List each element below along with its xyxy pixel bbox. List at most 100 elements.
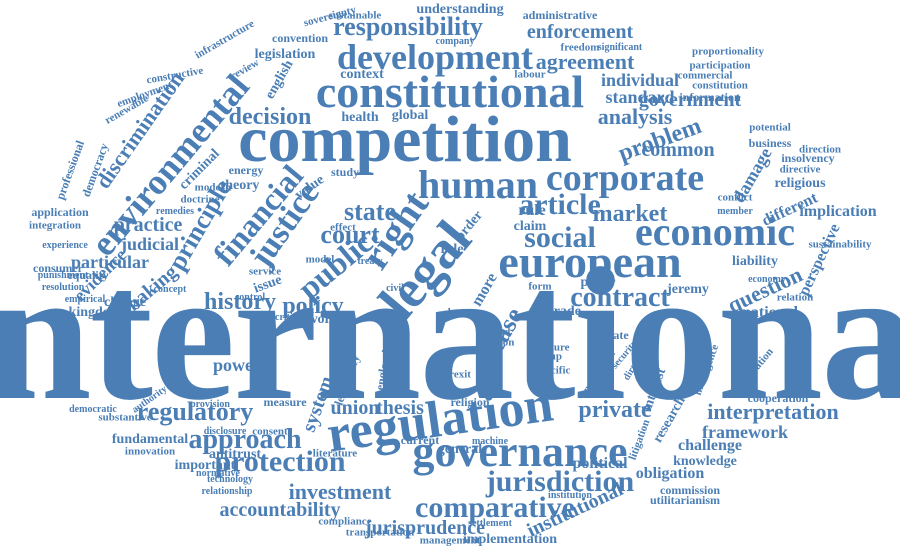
- cloud-word: measure: [263, 395, 307, 409]
- cloud-word: utilitarianism: [649, 493, 721, 507]
- cloud-word: implication: [799, 203, 877, 220]
- cloud-word: religion: [450, 395, 490, 409]
- cloud-word: good: [489, 327, 511, 338]
- cloud-word: approach: [188, 424, 302, 455]
- cloud-word: market: [592, 201, 668, 227]
- cloud-word: administrative: [522, 8, 598, 22]
- cloud-word: individual: [600, 70, 680, 90]
- cloud-word: judicial: [120, 234, 180, 254]
- cloud-word: sustainable: [328, 9, 382, 22]
- cloud-word: private: [578, 397, 652, 423]
- cloud-word: social: [524, 221, 596, 254]
- cloud-word: consent: [252, 425, 288, 438]
- cloud-word: equality: [67, 268, 109, 282]
- cloud-word: institution: [548, 490, 592, 501]
- cloud-word: conflict: [717, 191, 753, 204]
- cloud-word: union: [330, 397, 380, 419]
- cloud-word: legislation: [254, 47, 316, 62]
- cloud-word: information: [679, 90, 741, 104]
- cloud-word: human: [417, 162, 539, 207]
- cloud-word: labour: [514, 68, 546, 81]
- cloud-word: obligation: [635, 465, 705, 482]
- cloud-word: normative: [196, 468, 240, 479]
- cloud-word: effect: [330, 221, 356, 234]
- cloud-word: english: [262, 57, 297, 102]
- cloud-word: application: [31, 205, 89, 219]
- cloud-word: history: [204, 289, 276, 315]
- cloud-word: knowledge: [673, 454, 737, 469]
- cloud-word: review: [228, 56, 262, 83]
- cloud-word: convention: [271, 31, 329, 45]
- cloud-word: critical: [275, 312, 305, 323]
- cloud-word: standard: [605, 87, 675, 107]
- cloud-word: power: [213, 355, 261, 375]
- cloud-word: modern: [194, 181, 232, 194]
- cloud-word: common: [641, 139, 715, 161]
- cloud-word: direction: [799, 143, 841, 156]
- cloud-word: democratic: [69, 404, 117, 415]
- cloud-word: role: [440, 242, 464, 257]
- cloud-word: health: [341, 110, 379, 125]
- cloud-word: compliance: [318, 515, 372, 528]
- cloud-word: change: [104, 295, 146, 310]
- cloud-word: government: [638, 89, 742, 111]
- cloud-word: development: [337, 37, 533, 77]
- cloud-word: commercial: [677, 69, 733, 82]
- cloud-word: jeremy: [667, 282, 709, 297]
- cloud-word: rule: [518, 202, 546, 219]
- cloud-word: religious: [774, 176, 826, 191]
- cloud-word: corporate: [545, 157, 705, 199]
- cloud-word: thesis: [376, 397, 424, 419]
- cloud-word: economy: [748, 274, 786, 285]
- cloud-word: trade: [549, 304, 581, 319]
- cloud-word: treaty: [357, 256, 383, 267]
- cloud-word: model: [305, 253, 335, 266]
- cloud-word: competition: [238, 103, 572, 176]
- cloud-word: experience: [42, 240, 88, 251]
- cloud-word: infrastructure: [192, 17, 257, 62]
- cloud-word: regulatory: [136, 397, 254, 426]
- cloud-word: work: [307, 312, 339, 327]
- cloud-word: study: [330, 165, 360, 179]
- cloud-word: current: [400, 433, 440, 447]
- cloud-word: data: [444, 306, 466, 319]
- cloud-word: cooperation: [747, 391, 809, 405]
- cloud-word: paper: [580, 275, 616, 290]
- cloud-word: brexit: [443, 368, 471, 381]
- cloud-word: service: [248, 265, 282, 278]
- cloud-word: sustainability: [808, 238, 872, 251]
- cloud-word: international: [0, 230, 900, 440]
- cloud-word: decision: [228, 104, 312, 130]
- cloud-word: relationship: [201, 486, 253, 497]
- cloud-word: analysis: [597, 104, 673, 129]
- cloud-word: context: [340, 67, 384, 82]
- cloud-word: punishment: [37, 270, 89, 281]
- cloud-word: significant: [597, 42, 643, 53]
- cloud-word: participation: [689, 59, 751, 72]
- cloud-word: concept: [153, 284, 187, 295]
- cloud-word: jurisdiction: [485, 465, 635, 498]
- cloud-word: liability: [732, 254, 778, 269]
- cloud-word: accountability: [219, 499, 341, 521]
- cloud-word: form: [528, 280, 552, 293]
- cloud-word: antitrust: [208, 447, 262, 462]
- cloud-word: jurisprudence: [365, 517, 485, 539]
- cloud-word: policy: [282, 293, 344, 319]
- cloud-word: climate: [591, 328, 629, 342]
- cloud-word: directive: [779, 163, 821, 176]
- cloud-word: management: [419, 534, 481, 547]
- cloud-word: freedom: [560, 41, 600, 54]
- cloud-word: comparative: [415, 491, 575, 524]
- cloud-word: relation: [776, 291, 814, 304]
- cloud-word: court: [320, 220, 380, 249]
- cloud-word: understanding: [416, 2, 504, 17]
- cloud-word: claim: [513, 219, 547, 234]
- cloud-word: protection: [214, 445, 346, 478]
- cloud-word: settlement: [468, 518, 512, 529]
- cloud-word: provision: [190, 399, 230, 410]
- cloud-word: business: [748, 136, 792, 150]
- cloud-word: future: [540, 341, 570, 354]
- cloud-word: doctrine: [180, 193, 220, 206]
- cloud-word: commission: [660, 483, 720, 497]
